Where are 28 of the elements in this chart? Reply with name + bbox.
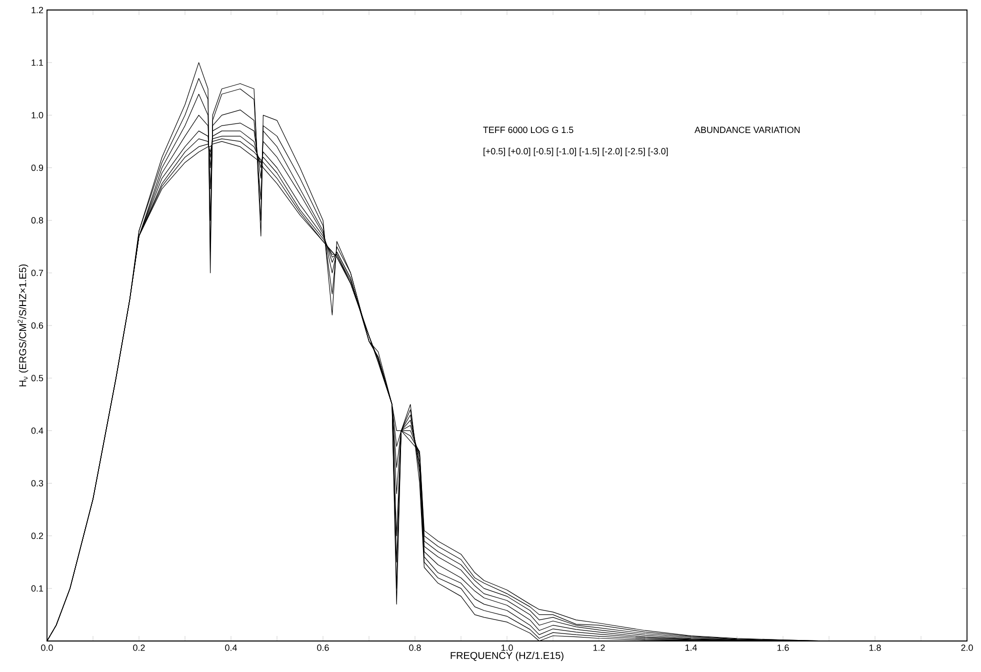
annotation: [+0.5] [+0.0] [-0.5] [-1.0] [-1.5] [-2.0] [-2.5] [-3.0] bbox=[484, 148, 668, 156]
y-tick-label: 1.1 bbox=[32, 59, 44, 66]
x-tick-label: 0.2 bbox=[133, 644, 145, 651]
x-tick-label: 1.4 bbox=[685, 644, 697, 651]
y-tick-label: 0.2 bbox=[31, 532, 44, 540]
y-tick-label: 0.7 bbox=[31, 270, 44, 276]
x-tick-label: 0.8 bbox=[409, 644, 421, 651]
x-tick-label: 1.0 bbox=[501, 644, 513, 651]
annotation: ABUNDANCE VARIATION bbox=[694, 126, 800, 134]
x-tick-label: 1.8 bbox=[869, 644, 881, 651]
y-tick-label: 0.4 bbox=[31, 427, 44, 434]
y-axis-title: H$_{ν}$ (ERGS/CM$^{2}$/S/HZ×1.E5) bbox=[18, 264, 28, 386]
y-tick-label: 0.6 bbox=[31, 322, 44, 329]
x-tick-label: 1.6 bbox=[777, 644, 789, 651]
y-tick-label: 0.3 bbox=[31, 480, 44, 486]
x-tick-label: 0.0 bbox=[41, 644, 53, 651]
x-axis-title: FREQUENCY (HZ/1.E15) bbox=[450, 652, 564, 661]
y-tick-label: 0.8 bbox=[31, 217, 44, 224]
y-tick-label: 1.2 bbox=[32, 6, 44, 14]
annotation: TEFF 6000 LOG G 1.5 bbox=[483, 126, 574, 134]
x-tick-label: 0.4 bbox=[225, 644, 237, 651]
y-tick-label: 0.1 bbox=[31, 585, 44, 592]
x-tick-label: 0.6 bbox=[317, 644, 329, 651]
y-tick-label: 0.5 bbox=[31, 374, 44, 382]
x-tick-label: 2.0 bbox=[961, 644, 973, 651]
x-tick-label: 1.2 bbox=[593, 644, 605, 651]
y-tick-label: 0.9 bbox=[31, 164, 44, 171]
y-tick-label: 1.0 bbox=[32, 112, 44, 118]
